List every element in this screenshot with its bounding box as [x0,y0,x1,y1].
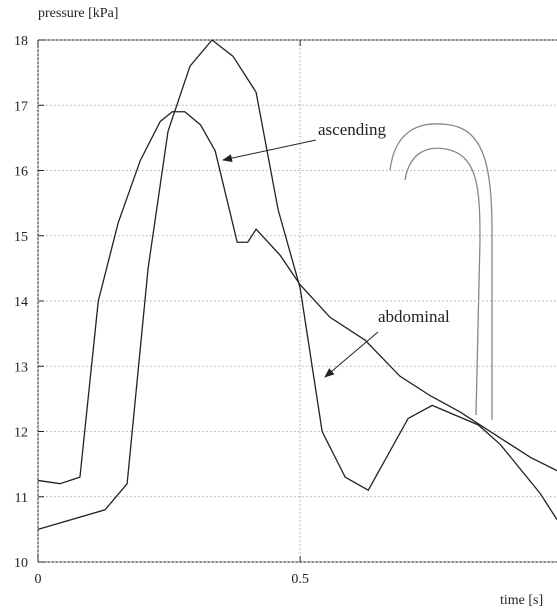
x-tick-label: 0.5 [291,572,309,587]
aorta-sketch [389,123,493,420]
annotation-ascending: ascending [318,120,386,139]
y-tick-label: 10 [14,556,28,571]
annotation-abdominal: abdominal [378,307,450,326]
y-tick-label: 15 [14,230,28,245]
annotation-arrow [324,331,379,378]
y-tick-label: 18 [14,34,28,49]
y-tick-label: 11 [15,491,28,506]
y-tick-label: 17 [14,99,28,114]
y-tick-label: 16 [14,165,28,180]
series-line [37,39,557,530]
y-tick-label: 12 [14,426,28,441]
y-tick-label: 14 [14,295,28,310]
annotation-arrow [222,139,317,163]
x-tick-label: 0 [35,572,42,587]
x-axis-label: time [s] [500,593,543,608]
series-line [37,111,557,485]
y-axis-label: pressure [kPa] [38,6,118,21]
y-tick-label: 13 [14,360,28,375]
